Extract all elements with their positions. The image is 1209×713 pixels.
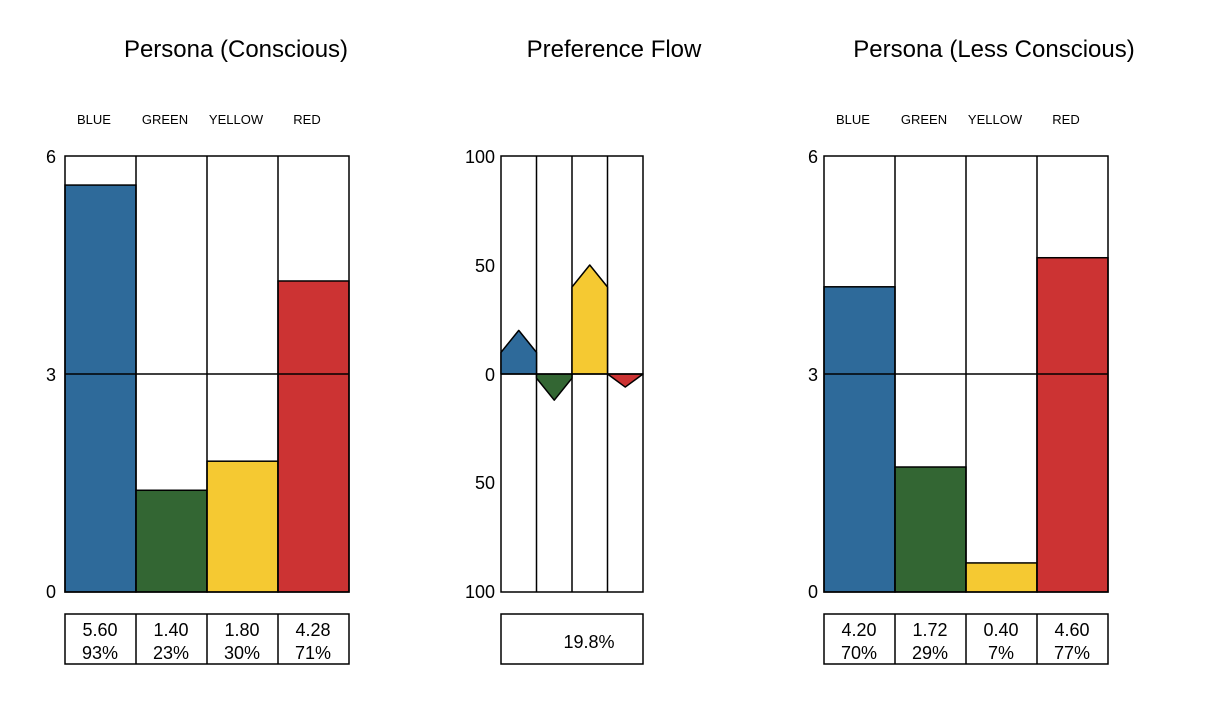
flow-arrow-yellow — [571, 264, 609, 375]
value-label-blue: 4.20 — [841, 620, 876, 640]
value-label-green: 1.40 — [153, 620, 188, 640]
y-tick-3: 3 — [808, 365, 818, 385]
chart-title: Preference Flow — [527, 36, 702, 63]
chart-preference-flow: Preference Flow 100 50 0 50 100 19.8% — [465, 36, 702, 665]
percent-label-blue: 70% — [841, 643, 877, 663]
bar-yellow — [965, 562, 1038, 593]
bar-blue — [64, 184, 137, 593]
y-tick-6: 6 — [46, 147, 56, 167]
y-tick-50-bottom: 50 — [475, 473, 495, 493]
percent-label-yellow: 7% — [988, 643, 1014, 663]
bar-red — [277, 280, 350, 593]
percent-label-green: 29% — [912, 643, 948, 663]
y-tick-0: 0 — [46, 582, 56, 602]
y-tick-50-top: 50 — [475, 256, 495, 276]
bar-green — [135, 489, 208, 593]
category-label-green: GREEN — [142, 112, 188, 127]
value-label-red: 4.60 — [1054, 620, 1089, 640]
flow-arrow-red — [606, 373, 644, 388]
summary-label: 19.8% — [563, 632, 614, 652]
value-label-green: 1.72 — [912, 620, 947, 640]
flow-arrow-green — [535, 373, 573, 401]
y-tick-0: 0 — [808, 582, 818, 602]
percent-label-red: 71% — [295, 643, 331, 663]
flow-arrow-blue — [500, 329, 538, 375]
chart-persona-conscious: Persona (Conscious) BLUE GREEN YELLOW RE… — [46, 36, 350, 665]
value-label-yellow: 0.40 — [983, 620, 1018, 640]
bar-red — [1036, 256, 1109, 593]
value-label-yellow: 1.80 — [224, 620, 259, 640]
category-label-blue: BLUE — [77, 112, 111, 127]
y-tick-100-top: 100 — [465, 147, 495, 167]
percent-label-red: 77% — [1054, 643, 1090, 663]
category-label-red: RED — [1052, 112, 1079, 127]
bar-yellow — [206, 460, 279, 593]
category-label-green: GREEN — [901, 112, 947, 127]
y-tick-0: 0 — [485, 365, 495, 385]
bar-blue — [823, 286, 896, 593]
category-label-yellow: YELLOW — [968, 112, 1023, 127]
value-label-red: 4.28 — [295, 620, 330, 640]
percent-label-yellow: 30% — [224, 643, 260, 663]
chart-title: Persona (Conscious) — [124, 36, 348, 63]
y-tick-3: 3 — [46, 365, 56, 385]
y-tick-100-bottom: 100 — [465, 582, 495, 602]
category-label-blue: BLUE — [836, 112, 870, 127]
percent-label-green: 23% — [153, 643, 189, 663]
chart-persona-less-conscious: Persona (Less Conscious) BLUE GREEN YELL… — [808, 36, 1135, 665]
summary-box — [500, 613, 644, 665]
category-label-yellow: YELLOW — [209, 112, 264, 127]
percent-label-blue: 93% — [82, 643, 118, 663]
bars — [823, 256, 1109, 593]
category-label-red: RED — [293, 112, 320, 127]
bars — [64, 184, 350, 593]
y-tick-6: 6 — [808, 147, 818, 167]
bar-green — [894, 466, 967, 593]
chart-title: Persona (Less Conscious) — [853, 36, 1134, 63]
value-label-blue: 5.60 — [82, 620, 117, 640]
